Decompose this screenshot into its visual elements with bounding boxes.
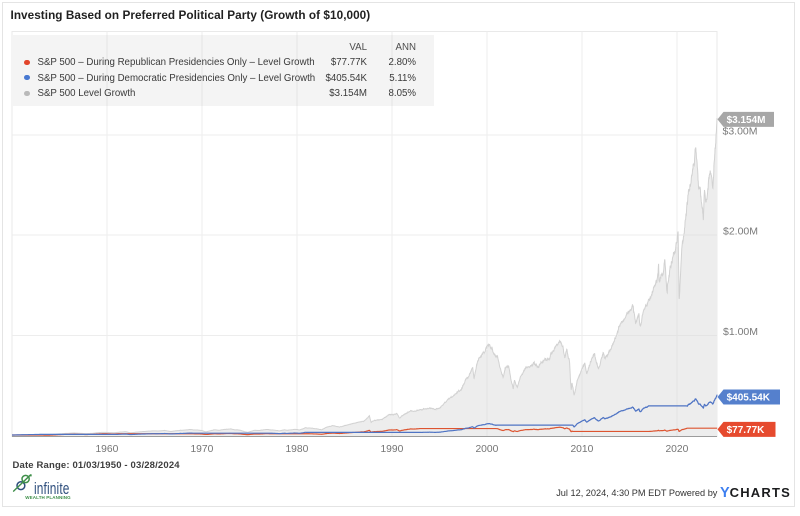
svg-text:$3.00M: $3.00M (723, 125, 758, 137)
svg-text:2020: 2020 (665, 444, 688, 455)
svg-text:$405.54K: $405.54K (727, 393, 771, 404)
svg-text:1990: 1990 (380, 444, 403, 455)
svg-text:$77.77K: $77.77K (727, 425, 766, 436)
svg-text:1970: 1970 (190, 444, 213, 455)
svg-text:$2.00M: $2.00M (723, 226, 758, 238)
svg-text:1980: 1980 (285, 444, 308, 455)
svg-text:$1.00M: $1.00M (723, 326, 758, 338)
svg-text:1960: 1960 (95, 444, 118, 455)
svg-text:2010: 2010 (570, 444, 593, 455)
svg-text:$3.154M: $3.154M (727, 115, 766, 126)
svg-text:2000: 2000 (475, 444, 498, 455)
